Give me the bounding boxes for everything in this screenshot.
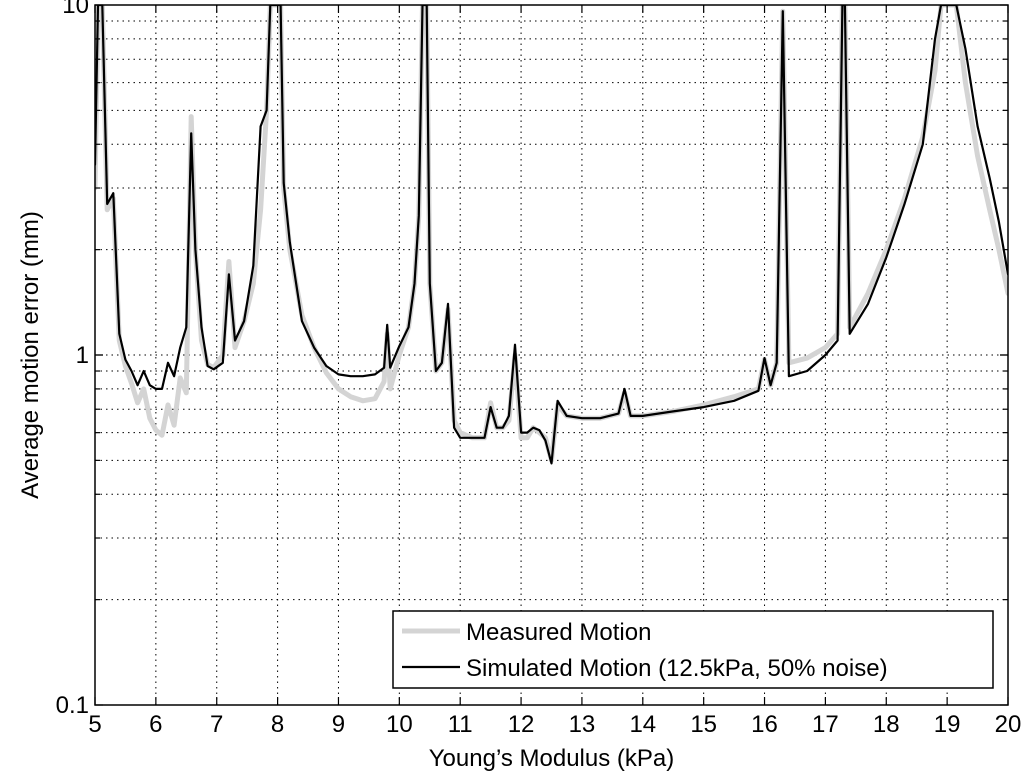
legend-label-simulated: Simulated Motion (12.5kPa, 50% noise)	[466, 655, 888, 682]
ticks	[94, 4, 1009, 706]
y-tick-label: 10	[62, 0, 89, 19]
x-tick-label: 7	[210, 711, 223, 738]
x-tick-label: 19	[934, 711, 961, 738]
x-tick-label: 9	[332, 711, 345, 738]
legend-label-measured: Measured Motion	[466, 619, 651, 646]
x-tick-label: 18	[873, 711, 900, 738]
y-tick-label: 0.1	[56, 692, 89, 719]
x-tick-label: 16	[751, 711, 778, 738]
x-axis-label: Young’s Modulus (kPa)	[429, 745, 674, 772]
y-axis-label: Average motion error (mm)	[17, 211, 44, 499]
x-tick-label: 14	[629, 711, 656, 738]
legend: Measured Motion Simulated Motion (12.5kP…	[392, 610, 994, 689]
legend-box	[392, 610, 994, 689]
x-tick-label: 8	[271, 711, 284, 738]
x-tick-label: 11	[448, 711, 473, 738]
x-tick-label: 13	[569, 711, 596, 738]
x-tick-label: 10	[386, 711, 413, 738]
x-tick-labels: 5 6 7 8 9 10 11 12 13 14 15 16 17 18 19 20	[88, 711, 1021, 738]
x-tick-label: 20	[995, 711, 1022, 738]
x-tick-label: 12	[508, 711, 535, 738]
series-layer	[95, 5, 1008, 465]
x-tick-label: 5	[88, 711, 101, 738]
x-tick-label: 6	[149, 711, 162, 738]
y-tick-labels: 0.1 1 10	[56, 0, 89, 719]
x-tick-label: 15	[690, 711, 717, 738]
y-tick-label: 1	[76, 342, 89, 369]
x-tick-label: 17	[812, 711, 839, 738]
series-line-simulated	[95, 5, 1008, 465]
